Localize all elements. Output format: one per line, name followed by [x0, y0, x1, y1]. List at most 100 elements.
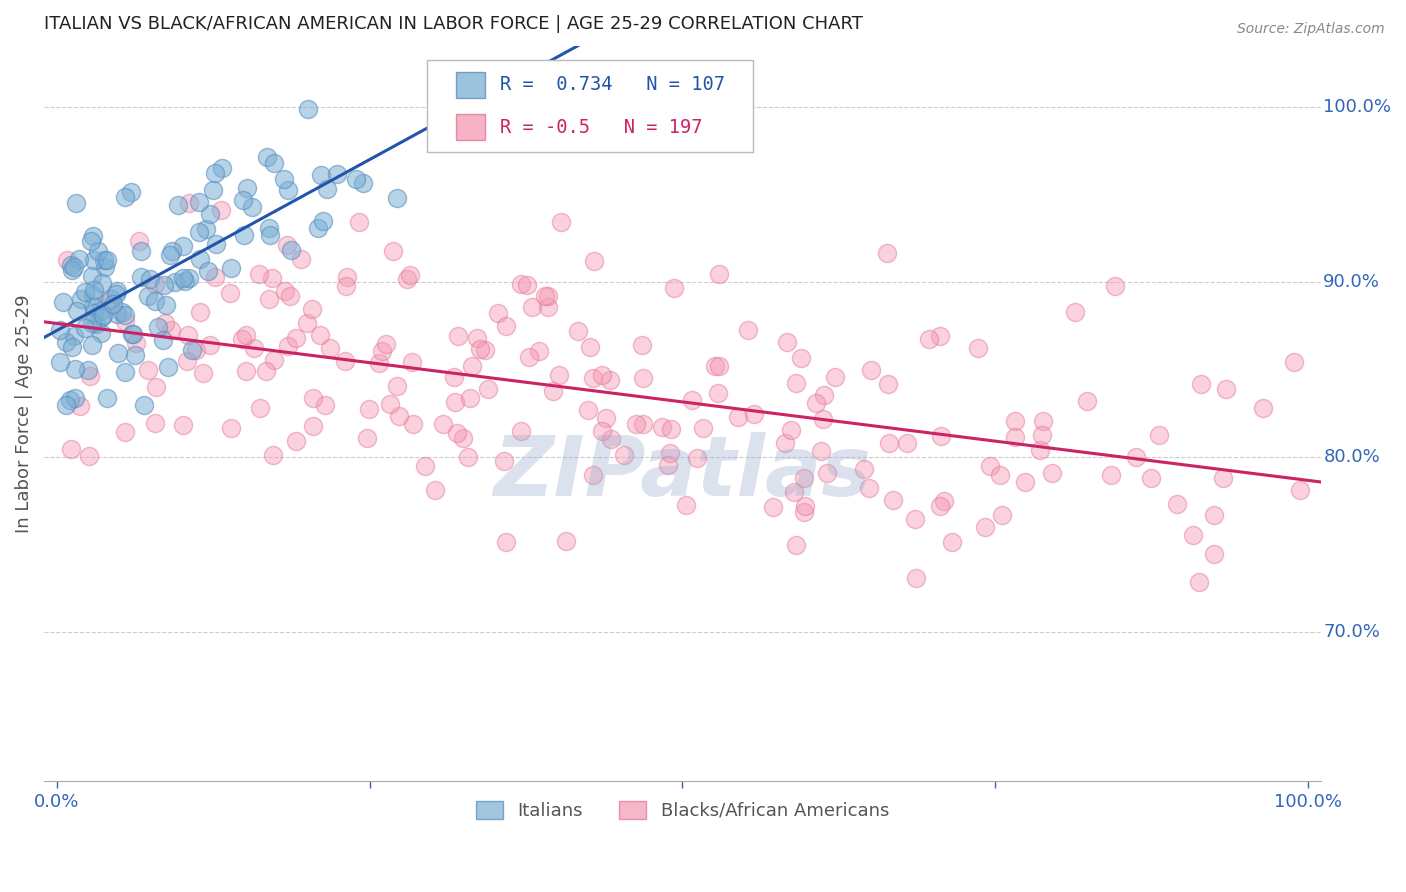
- Text: ZIPatlas: ZIPatlas: [494, 432, 872, 513]
- Point: [259, 292, 281, 306]
- Point: [385, 191, 408, 205]
- Point: [197, 264, 219, 278]
- Point: [494, 454, 516, 468]
- Point: [918, 332, 941, 346]
- Point: [80, 338, 103, 352]
- Point: [1014, 475, 1036, 489]
- Point: [941, 534, 963, 549]
- Legend: Italians, Blacks/African Americans: Italians, Blacks/African Americans: [468, 793, 896, 827]
- Point: [285, 330, 308, 344]
- Point: [495, 534, 517, 549]
- Point: [882, 493, 904, 508]
- Point: [254, 364, 277, 378]
- Point: [853, 462, 876, 476]
- Point: [824, 370, 846, 384]
- Point: [356, 431, 378, 445]
- Point: [111, 305, 134, 319]
- Point: [80, 268, 103, 283]
- Point: [172, 418, 194, 433]
- Point: [129, 244, 152, 258]
- Point: [124, 348, 146, 362]
- Point: [367, 356, 389, 370]
- Point: [256, 150, 278, 164]
- Point: [55, 334, 77, 349]
- Point: [295, 316, 318, 330]
- Point: [83, 306, 105, 320]
- Point: [219, 286, 242, 301]
- Text: 80.0%: 80.0%: [1323, 448, 1381, 467]
- Point: [876, 377, 898, 392]
- Point: [398, 268, 420, 282]
- Point: [776, 334, 799, 349]
- Point: [357, 401, 380, 416]
- Point: [567, 324, 589, 338]
- Point: [486, 306, 509, 320]
- Point: [707, 359, 730, 373]
- Point: [613, 448, 636, 462]
- Point: [56, 253, 79, 268]
- Point: [413, 458, 436, 473]
- Point: [1064, 304, 1087, 318]
- Point: [1166, 497, 1188, 511]
- Point: [138, 289, 160, 303]
- Point: [443, 370, 465, 384]
- Point: [249, 401, 271, 416]
- Point: [93, 252, 115, 267]
- Point: [114, 308, 136, 322]
- Point: [860, 363, 883, 377]
- Point: [187, 194, 209, 209]
- Point: [1215, 382, 1237, 396]
- Point: [780, 423, 803, 437]
- Point: [510, 424, 533, 438]
- Point: [221, 421, 243, 435]
- Point: [1028, 442, 1050, 457]
- Point: [792, 504, 814, 518]
- Point: [136, 363, 159, 377]
- Point: [974, 520, 997, 534]
- Point: [692, 421, 714, 435]
- Point: [495, 319, 517, 334]
- Point: [527, 343, 550, 358]
- Point: [90, 326, 112, 340]
- Point: [381, 244, 404, 258]
- Point: [131, 269, 153, 284]
- Point: [200, 207, 222, 221]
- Point: [91, 276, 114, 290]
- Point: [128, 234, 150, 248]
- Point: [1004, 430, 1026, 444]
- Point: [578, 340, 600, 354]
- Point: [582, 254, 605, 268]
- Point: [143, 277, 166, 292]
- Point: [198, 338, 221, 352]
- Point: [188, 252, 211, 266]
- Point: [1076, 394, 1098, 409]
- Point: [273, 172, 295, 186]
- Point: [235, 181, 257, 195]
- Point: [686, 451, 709, 466]
- Point: [233, 228, 256, 243]
- Point: [537, 300, 560, 314]
- Point: [591, 424, 613, 438]
- Point: [1188, 574, 1211, 589]
- Point: [375, 336, 398, 351]
- Point: [80, 316, 103, 330]
- Point: [172, 270, 194, 285]
- Text: Source: ZipAtlas.com: Source: ZipAtlas.com: [1237, 22, 1385, 37]
- Point: [77, 362, 100, 376]
- Point: [91, 308, 114, 322]
- Point: [188, 225, 211, 239]
- Point: [461, 359, 484, 374]
- Point: [139, 271, 162, 285]
- Point: [370, 343, 392, 358]
- Point: [451, 431, 474, 445]
- FancyBboxPatch shape: [457, 71, 485, 97]
- Point: [468, 342, 491, 356]
- Point: [209, 202, 232, 217]
- Point: [1253, 401, 1275, 415]
- Point: [157, 360, 180, 375]
- Point: [581, 371, 603, 385]
- Point: [143, 417, 166, 431]
- Point: [793, 471, 815, 485]
- Point: [63, 391, 86, 405]
- Point: [290, 252, 312, 267]
